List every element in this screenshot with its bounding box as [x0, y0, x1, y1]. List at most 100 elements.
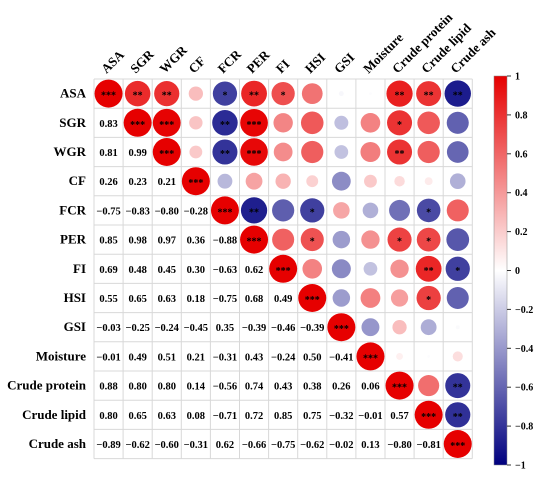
correlation-circle: [301, 83, 323, 104]
correlation-circle: [300, 111, 324, 135]
correlation-circle: [210, 196, 239, 225]
colorbar: 1 0.8 0.6 0.4 0.2 0 −0.2 −0.4 −0.6 −0.8 −1: [493, 72, 533, 472]
correlation-value: −0.28: [184, 206, 208, 217]
correlation-value: 0.26: [99, 177, 117, 188]
correlation-circle: [334, 115, 349, 130]
correlation-circle: [396, 352, 403, 360]
correlation-value: −0.80: [387, 440, 411, 451]
colorbar-tick-label: −0.2: [515, 305, 533, 316]
correlation-circle: [387, 139, 413, 165]
colorbar-tick-label: −0.4: [515, 344, 533, 355]
correlation-circle: [416, 285, 441, 311]
row-label: Crude ash: [29, 436, 87, 451]
colorbar-tick-label: 1: [515, 72, 520, 83]
correlation-circle: [212, 81, 238, 106]
correlation-circle: [272, 199, 295, 222]
colorbar-tick-label: −1: [515, 461, 526, 472]
significance-label: ***: [247, 237, 262, 248]
correlation-circle: [455, 325, 460, 330]
correlation-value: 0.38: [303, 382, 321, 393]
correlation-value: −0.02: [329, 440, 353, 451]
significance-label: ***: [247, 149, 262, 160]
correlation-circle: [364, 174, 377, 188]
significance-label: *: [426, 207, 431, 218]
correlation-value: −0.41: [329, 352, 353, 363]
correlation-circle: [427, 355, 431, 358]
correlation-value: 0.57: [390, 411, 408, 422]
correlation-value: −0.56: [213, 382, 237, 393]
correlation-circle: [332, 289, 351, 307]
correlation-circle: [300, 228, 324, 252]
correlation-value: −0.60: [155, 440, 179, 451]
correlation-circle: [445, 256, 470, 281]
column-label: SGR: [127, 46, 157, 76]
correlation-value: −0.01: [358, 411, 382, 422]
correlation-value: −0.83: [125, 206, 149, 217]
correlation-value: 0.49: [128, 352, 146, 363]
correlation-value: 0.72: [245, 411, 263, 422]
correlation-value: −0.88: [213, 236, 237, 247]
correlation-value: −0.62: [300, 440, 324, 451]
correlation-circle: [189, 116, 203, 130]
correlation-value: −0.01: [96, 352, 120, 363]
correlation-value: −0.25: [125, 323, 149, 334]
correlation-value: −0.75: [271, 440, 295, 451]
correlation-value: 0.13: [361, 440, 379, 451]
correlation-value: 0.85: [274, 411, 292, 422]
correlation-circle: [389, 199, 411, 221]
significance-label: **: [220, 120, 230, 131]
correlation-circle: [188, 86, 203, 101]
significance-label: **: [424, 91, 434, 102]
correlation-value: 0.63: [158, 294, 176, 305]
correlation-circle: [416, 227, 441, 252]
correlation-circle: [123, 108, 152, 137]
significance-label: **: [133, 91, 143, 102]
correlation-circle: [275, 173, 291, 189]
correlation-circle: [360, 288, 381, 308]
correlation-circle: [241, 80, 267, 107]
cell-layer: *** ** ** * ** * ** ** **0.83 *** *** ** *** *0.81 0.9…: [94, 79, 472, 458]
significance-label: *: [397, 120, 402, 131]
correlation-value: −0.75: [96, 206, 120, 217]
column-label: CF: [185, 53, 208, 76]
significance-label: **: [424, 266, 434, 277]
correlation-circle: [302, 259, 323, 279]
row-label: ASA: [60, 86, 87, 101]
correlation-circle: [152, 108, 181, 137]
correlation-circle: [445, 373, 471, 399]
significance-label: *: [426, 237, 431, 248]
correlation-value: 0.08: [187, 411, 205, 422]
correlation-circle: [189, 145, 203, 159]
correlation-circle: [452, 351, 463, 362]
correlation-circle: [360, 142, 381, 162]
correlation-circle: [446, 199, 469, 222]
significance-label: *: [455, 266, 460, 277]
colorbar-tick-label: −0.8: [515, 422, 533, 433]
correlation-value: 0.26: [332, 382, 350, 393]
correlation-circle: [386, 80, 413, 107]
correlation-circle: [444, 80, 471, 107]
correlation-value: 0.63: [158, 411, 176, 422]
column-label: PER: [244, 47, 273, 76]
correlation-value: −0.39: [300, 323, 324, 334]
correlation-circle: [300, 198, 325, 223]
colorbar-tick-label: 0: [515, 266, 520, 277]
significance-label: ***: [217, 207, 232, 218]
correlation-value: 0.75: [303, 411, 321, 422]
correlation-value: 0.97: [158, 236, 176, 247]
correlation-circle: [387, 227, 412, 252]
correlation-circle: [417, 111, 440, 135]
correlation-circle: [362, 202, 379, 219]
correlation-value: −0.75: [213, 294, 237, 305]
significance-label: ***: [392, 383, 407, 394]
correlation-circle: [331, 171, 351, 191]
significance-label: *: [397, 237, 402, 248]
correlation-value: 0.88: [99, 382, 117, 393]
correlation-value: 0.62: [245, 265, 263, 276]
correlation-circle: [420, 319, 437, 336]
significance-label: ***: [188, 178, 203, 189]
correlation-value: −0.89: [96, 440, 120, 451]
correlation-circle: [446, 141, 469, 163]
